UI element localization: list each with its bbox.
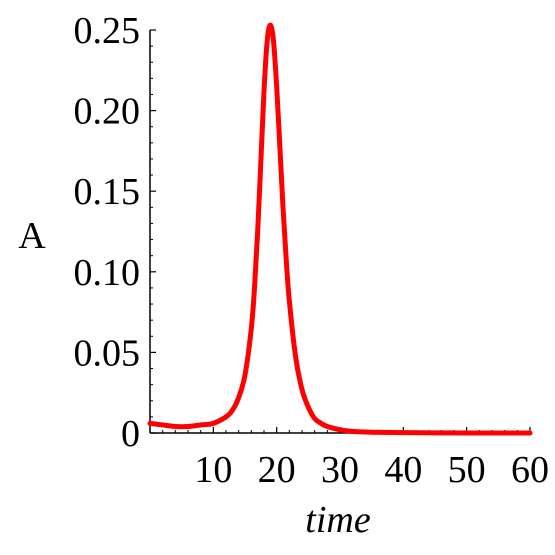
y-axis-title: A [18, 215, 46, 257]
y-tick-label: 0.10 [74, 252, 141, 294]
series-line [147, 22, 533, 436]
x-axis-title: time [305, 499, 371, 541]
x-tick-label: 20 [258, 449, 296, 491]
y-tick-label: 0.25 [74, 10, 141, 52]
x-tick-label: 60 [511, 449, 549, 491]
tick-labels: 0 0.05 0.10 0.15 0.20 0.25 10 20 30 40 50 60 [74, 10, 550, 491]
y-tick-label: 0.20 [74, 91, 141, 133]
y-tick-label: 0.15 [74, 171, 141, 213]
y-axis-ticks [150, 29, 156, 434]
x-tick-label: 40 [384, 449, 422, 491]
y-tick-label: 0.05 [74, 332, 141, 374]
series-layer [147, 22, 533, 436]
y-tick-label: 0 [121, 413, 140, 455]
x-tick-label: 30 [321, 449, 359, 491]
x-tick-label: 50 [448, 449, 486, 491]
x-tick-label: 10 [194, 449, 232, 491]
